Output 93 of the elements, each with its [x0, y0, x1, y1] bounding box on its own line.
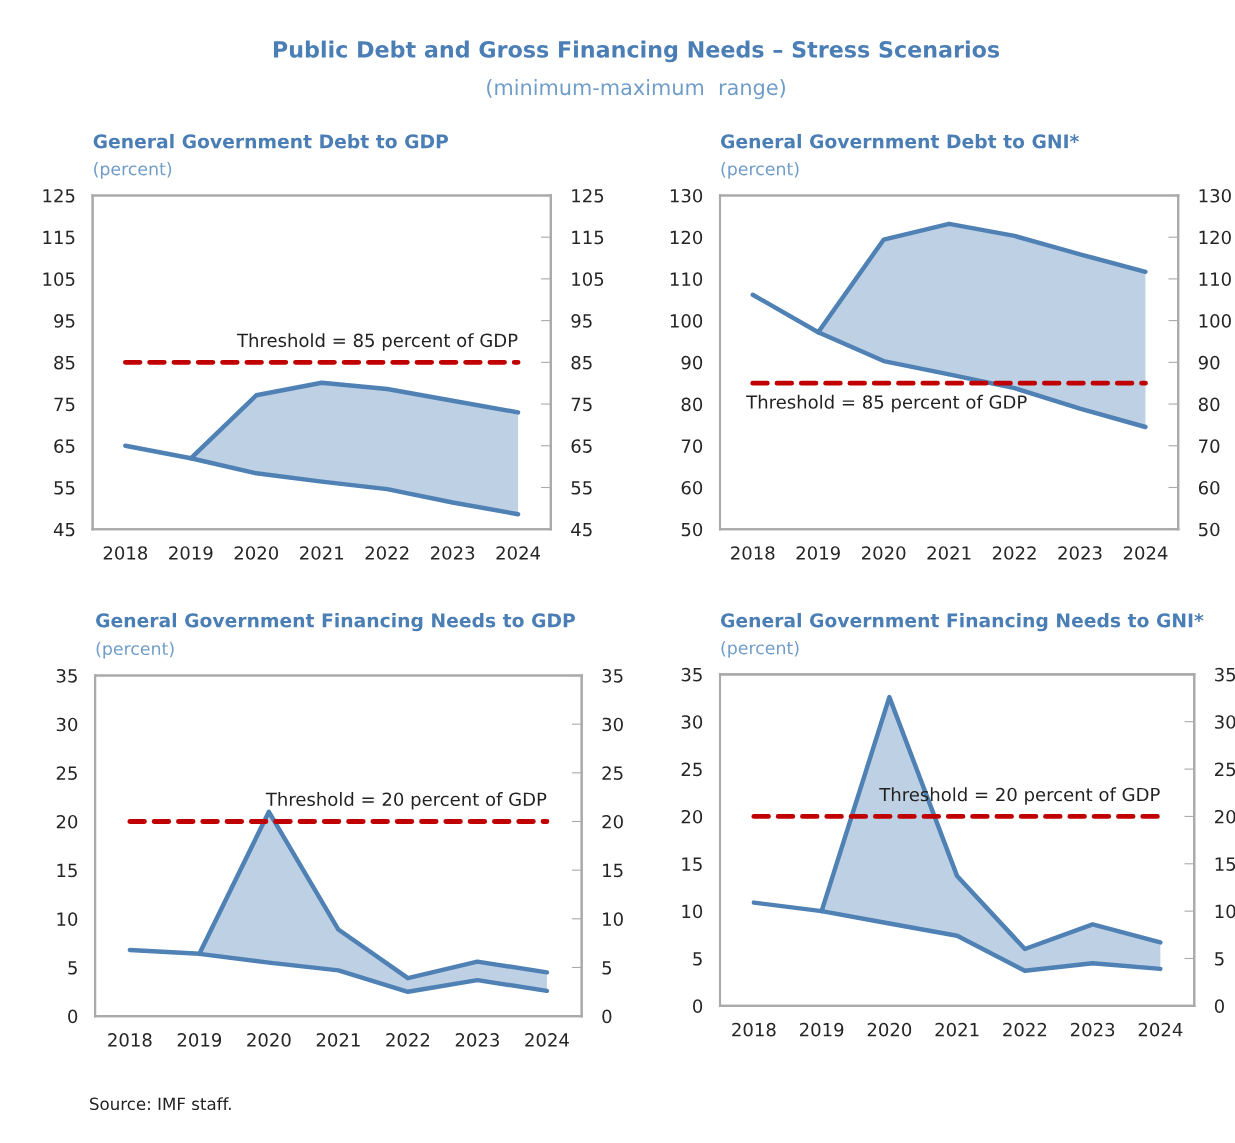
y2-tick-label: 20: [602, 814, 623, 829]
ref-line-label: Threshold = 85 percent of GDP: [236, 333, 518, 351]
y-tick-label: 0: [68, 1009, 78, 1024]
y-tick-label: 90: [681, 355, 703, 370]
y2-tick-label: 25: [602, 766, 623, 780]
y-tick-label: 5: [1215, 952, 1224, 966]
y-tick-label: 15: [1215, 857, 1235, 871]
x-tick-label: 2019: [796, 546, 840, 560]
y-tick-label: 105: [43, 272, 75, 287]
y-tick-label: 20: [1215, 809, 1235, 824]
x-tick-label: 2019: [799, 1022, 844, 1037]
y2-tick-label: 85: [571, 355, 592, 370]
x-tick-label: 2024: [496, 546, 541, 560]
x-tick-label: 2018: [731, 546, 775, 560]
y-tick-label: 55: [54, 481, 75, 495]
y-tick-label: 50: [681, 522, 703, 537]
y-tick-label: 65: [54, 439, 75, 453]
x-tick-label: 2021: [935, 1022, 979, 1037]
y2-tick-label: 35: [602, 668, 623, 683]
x-tick-label: 2018: [103, 546, 148, 560]
ref-line-label: Threshold = 20 percent of GDP: [265, 792, 547, 810]
y-tick-label: 25: [56, 766, 77, 780]
y2-tick-label: 30: [602, 717, 623, 732]
y2-tick-label: 55: [571, 481, 592, 495]
y-tick-label: 10: [57, 912, 78, 926]
y2-tick-label: 15: [603, 863, 623, 878]
y-tick-label: 30: [1215, 715, 1235, 729]
y-tick-label: 45: [53, 522, 75, 537]
y-tick-label: 95: [54, 314, 75, 328]
y-tick-label: 35: [1215, 667, 1235, 682]
x-tick-label: 2023: [455, 1033, 499, 1047]
y-tick-label: 100: [670, 314, 703, 328]
chart-title: General Government Financing Needs to GDP: [96, 612, 575, 632]
y-tick-label: 120: [670, 230, 703, 245]
x-tick-label: 2024: [525, 1033, 569, 1047]
y2-tick-label: 65: [571, 439, 592, 453]
x-tick-label: 2019: [169, 546, 213, 560]
y-tick-label: 15: [57, 863, 77, 878]
y-tick-label: 85: [54, 355, 75, 370]
y-tick-label: 25: [1215, 762, 1235, 777]
y-tick-label: 70: [681, 439, 703, 453]
chart-subtitle: (percent): [721, 641, 799, 658]
x-tick-label: 2024: [1123, 546, 1168, 560]
y-tick-label: 125: [43, 188, 75, 203]
chart-subtitle: (percent): [721, 161, 799, 179]
text: (minimum-maximum range): [487, 79, 785, 100]
x-tick-label: 2022: [365, 546, 409, 560]
ref-line-label: Threshold = 85 percent of GDP: [746, 394, 1027, 413]
chart-title: General Government Debt to GNI*: [720, 133, 1079, 149]
x-tick-label: 2023: [1070, 1022, 1115, 1037]
y-tick-label: 20: [56, 814, 78, 829]
y-tick-label: 35: [56, 668, 77, 683]
chart-title: General Government Debt to GDP: [93, 133, 449, 149]
y-tick-label: 30: [56, 717, 78, 732]
y2-tick-label: 0: [602, 1009, 612, 1024]
source-note: Source: IMF staff.: [90, 1097, 231, 1111]
x-tick-label: 2022: [1003, 1022, 1047, 1037]
y-tick-label: 110: [670, 272, 703, 287]
x-tick-label: 2020: [867, 1022, 912, 1037]
y-tick-label: 80: [681, 397, 703, 412]
x-tick-label: 2024: [1138, 1022, 1183, 1037]
x-tick-label: 2018: [732, 1022, 776, 1037]
x-tick-label: 2022: [992, 546, 1036, 560]
x-tick-label: 2019: [177, 1033, 222, 1047]
y2-tick-label: 95: [571, 314, 592, 328]
x-tick-label: 2021: [927, 546, 971, 560]
x-tick-label: 2018: [108, 1033, 152, 1047]
y2-tick-label: 115: [572, 230, 604, 245]
y2-tick-label: 75: [571, 397, 592, 412]
chart-subtitle: (percent): [96, 641, 174, 659]
chart-subtitle: (percent): [94, 161, 172, 179]
chart-title: General Government Financing Needs to GNI*: [720, 612, 1204, 632]
x-tick-label: 2023: [1058, 546, 1102, 560]
y2-tick-label: 105: [572, 272, 604, 287]
y2-tick-label: 5: [602, 961, 612, 975]
y2-tick-label: 125: [572, 188, 604, 203]
text: Public Debt and Gross Financing Needs – Stress Scenarios: [273, 40, 1000, 63]
y-tick-label: 75: [54, 397, 75, 412]
y2-tick-label: 10: [603, 912, 623, 926]
y-tick-label: 130: [670, 188, 703, 203]
x-tick-label: 2021: [300, 546, 344, 560]
y-tick-label: 10: [1215, 904, 1235, 919]
x-tick-label: 2021: [316, 1033, 360, 1047]
x-tick-label: 2020: [861, 546, 906, 560]
y-tick-label: 115: [43, 230, 75, 245]
x-tick-label: 2020: [247, 1033, 291, 1047]
y2-tick-label: 45: [571, 522, 592, 537]
y-tick-label: 5: [68, 961, 77, 975]
x-tick-label: 2023: [430, 546, 475, 560]
x-tick-label: 2020: [234, 546, 279, 560]
x-tick-label: 2022: [386, 1033, 430, 1047]
y-tick-label: 0: [1214, 999, 1224, 1013]
y-tick-label: 60: [681, 480, 703, 495]
